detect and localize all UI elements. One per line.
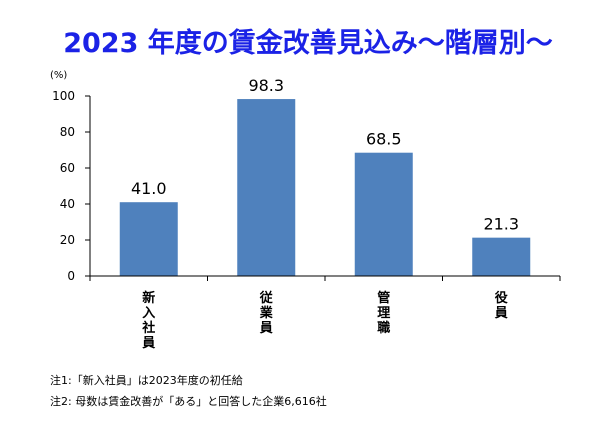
y-tick-label: 20 (60, 233, 75, 247)
chart-title: 2023 年度の賃金改善見込み～階層別～ (63, 28, 553, 59)
bars (119, 99, 531, 276)
bar (237, 99, 296, 276)
y-axis: 0 20 40 60 80 100 (52, 89, 91, 283)
bar (354, 152, 413, 276)
y-tick-label: 80 (60, 125, 75, 139)
bar (119, 202, 178, 276)
x-category-label: 従業員 (259, 290, 274, 336)
footnote-1: 注1:「新入社員」は2023年度の初任給 (50, 374, 243, 387)
y-tick-label: 40 (60, 197, 75, 211)
data-label: 68.5 (366, 130, 402, 149)
y-axis-unit-label: (%) (50, 70, 67, 81)
y-tick-label: 0 (67, 269, 75, 283)
y-tick-label: 100 (52, 89, 75, 103)
data-label: 21.3 (483, 215, 519, 234)
data-labels: 41.0 98.3 68.5 21.3 (131, 76, 519, 234)
x-category-label: 役員 (494, 290, 508, 321)
x-category-label: 新入社員 (141, 290, 155, 351)
data-label: 41.0 (131, 179, 167, 198)
x-category-label: 管理職 (377, 290, 390, 336)
y-tick-label: 60 (60, 161, 75, 175)
data-label: 98.3 (248, 76, 284, 95)
bar (472, 237, 531, 276)
x-axis: 新入社員 従業員 管理職 役員 (89, 275, 561, 351)
footnote-2: 注2: 母数は賃金改善が「ある」と回答した企業6,616社 (50, 395, 327, 408)
